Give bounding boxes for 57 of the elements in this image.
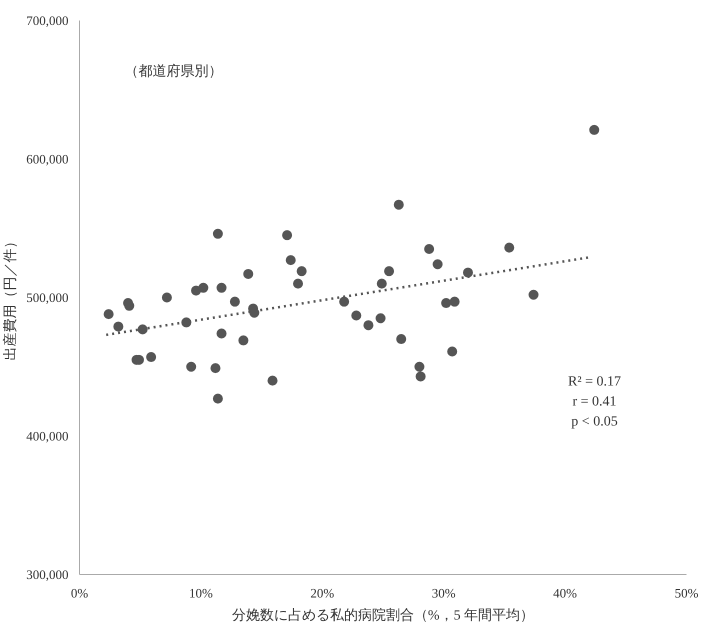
y-tick-label: 400,000 — [26, 428, 68, 444]
point — [210, 363, 220, 374]
point — [216, 328, 227, 338]
point — [293, 278, 304, 289]
point — [104, 309, 114, 320]
point — [243, 268, 254, 279]
point — [424, 244, 434, 254]
y-tick-label: 500,000 — [26, 290, 68, 305]
point — [286, 255, 296, 266]
point — [351, 310, 362, 320]
point — [146, 352, 156, 362]
point — [212, 228, 223, 239]
x-tick-label: 20% — [310, 586, 334, 600]
point — [230, 296, 240, 307]
point — [282, 230, 292, 240]
point — [441, 298, 452, 308]
point — [384, 266, 394, 276]
point — [450, 296, 460, 307]
point — [296, 266, 307, 276]
x-tick-label: 40% — [553, 586, 578, 600]
annotation: r = 0.41 — [572, 394, 617, 410]
point — [396, 334, 406, 344]
point — [462, 268, 473, 278]
x-tick-label: 10% — [188, 586, 213, 600]
point — [113, 322, 124, 332]
point — [376, 313, 386, 324]
point — [528, 290, 539, 300]
point — [376, 278, 387, 289]
y-axis-title: 出産費用（円／件） — [2, 234, 18, 360]
x-tick-label: 50% — [674, 586, 699, 600]
point — [162, 292, 172, 302]
y-tick-label: 600,000 — [26, 152, 68, 166]
point — [138, 324, 148, 334]
point — [363, 320, 374, 330]
x-axis-title: 分娩数に占める私的病院割合（%，5 年間平均） — [232, 608, 534, 624]
y-tick-label: 300,000 — [26, 567, 68, 582]
point — [198, 282, 208, 293]
x-tick-label: 30% — [432, 586, 456, 600]
point — [339, 296, 350, 307]
x-tick-label: 0% — [70, 586, 88, 600]
point — [124, 300, 134, 311]
annotation: p < 0.05 — [571, 414, 618, 430]
y-tick-label: 700,000 — [26, 13, 68, 28]
point — [268, 376, 278, 386]
point — [432, 259, 443, 270]
point — [414, 362, 424, 372]
point — [504, 242, 514, 253]
point — [416, 371, 426, 382]
point — [186, 362, 196, 372]
point — [589, 124, 600, 135]
point — [394, 200, 404, 210]
annotation: R² = 0.17 — [568, 374, 621, 390]
point — [447, 346, 458, 357]
point — [212, 394, 223, 404]
annotation: （都道府県別） — [124, 64, 222, 80]
point — [216, 282, 227, 293]
point — [238, 335, 248, 346]
